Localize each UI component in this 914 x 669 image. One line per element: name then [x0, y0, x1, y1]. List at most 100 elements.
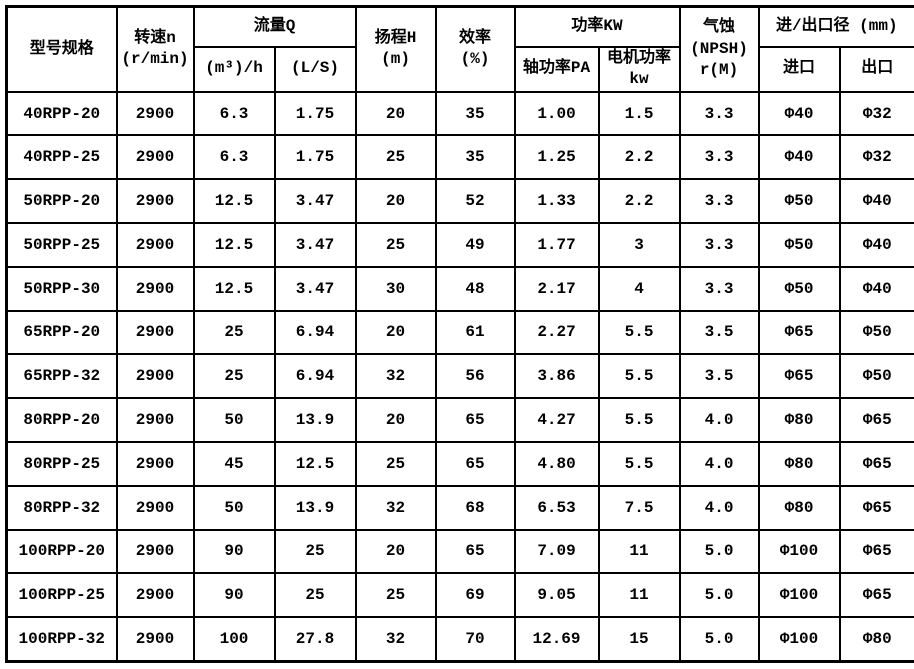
table-row: 40RPP-25 2900 6.3 1.75 25 35 1.25 2.2 3.3 Φ40 Φ32 [5, 134, 914, 181]
table-cell: 20 [354, 309, 437, 356]
table-cell: 1.77 [513, 222, 600, 268]
table-cell: Φ65 [838, 572, 914, 619]
table-cell: 3 [597, 222, 681, 268]
table-cell: 2900 [115, 397, 195, 443]
col-header-speed: 转速n (r/min) [115, 5, 195, 93]
table-cell: Φ65 [757, 353, 841, 400]
pump-spec-table: 型号规格 转速n (r/min) 流量Q 扬程H (m) 效率 (%) 功率KW… [5, 5, 914, 663]
table-cell: 70 [434, 616, 516, 663]
table-cell: 7.5 [597, 484, 681, 531]
table-cell: 13.9 [273, 484, 357, 531]
table-cell: 2900 [115, 265, 195, 312]
table-cell: 3.47 [273, 178, 357, 225]
table-cell: 50RPP-25 [5, 222, 118, 268]
table-cell: 25 [354, 134, 437, 181]
table-cell: Φ65 [838, 528, 914, 575]
table-cell: 12.5 [192, 222, 276, 268]
table-cell: 3.3 [678, 134, 760, 181]
table-cell: 61 [434, 309, 516, 356]
table-cell: 4 [597, 265, 681, 312]
table-header: 型号规格 转速n (r/min) 流量Q 扬程H (m) 效率 (%) 功率KW… [5, 5, 914, 93]
table-cell: 25 [354, 572, 437, 619]
table-cell: 25 [192, 353, 276, 400]
table-cell: 11 [597, 528, 681, 575]
table-row: 80RPP-20 2900 50 13.9 20 65 4.27 5.5 4.0 Φ80 Φ65 [5, 397, 914, 443]
table-cell: 3.5 [678, 353, 760, 400]
table-cell: 12.5 [192, 265, 276, 312]
table-cell: 32 [354, 353, 437, 400]
table-cell: 27.8 [273, 616, 357, 663]
table-cell: 6.3 [192, 90, 276, 137]
table-cell: 13.9 [273, 397, 357, 443]
table-cell: 25 [354, 440, 437, 487]
table-row: 100RPP-32 2900 100 27.8 32 70 12.69 15 5.0 Φ100 Φ8… [5, 616, 914, 663]
table-cell: 2900 [115, 178, 195, 225]
table-cell: 2900 [115, 440, 195, 487]
table-cell: 3.86 [513, 353, 600, 400]
table-cell: 65 [434, 528, 516, 575]
table-cell: 56 [434, 353, 516, 400]
col-header-npsh: 气蚀 (NPSH) r(M) [678, 5, 760, 93]
table-cell: 12.5 [192, 178, 276, 225]
col-header-motor-power: 电机功率 kw [597, 45, 681, 93]
table-cell: Φ32 [838, 134, 914, 181]
table-cell: 5.5 [597, 309, 681, 356]
table-cell: 3.3 [678, 265, 760, 312]
table-cell: 25 [273, 528, 357, 575]
table-cell: 80RPP-25 [5, 440, 118, 487]
table-cell: Φ65 [838, 440, 914, 487]
table-cell: Φ50 [838, 309, 914, 356]
table-cell: 3.5 [678, 309, 760, 356]
col-header-model: 型号规格 [5, 5, 118, 93]
table-cell: 2.17 [513, 265, 600, 312]
table-cell: 2900 [115, 353, 195, 400]
table-cell: 1.00 [513, 90, 600, 137]
table-cell: 2900 [115, 616, 195, 663]
table-cell: 2.2 [597, 134, 681, 181]
col-header-shaft-power: 轴功率PA [513, 45, 600, 93]
table-cell: 1.25 [513, 134, 600, 181]
table-row: 80RPP-32 2900 50 13.9 32 68 6.53 7.5 4.0 Φ80 Φ65 [5, 484, 914, 531]
table-cell: Φ40 [838, 265, 914, 312]
table-cell: Φ40 [757, 90, 841, 137]
table-row: 80RPP-25 2900 45 12.5 25 65 4.80 5.5 4.0 Φ80 Φ65 [5, 440, 914, 487]
table-cell: 80RPP-20 [5, 397, 118, 443]
table-cell: Φ80 [757, 440, 841, 487]
table-cell: 4.0 [678, 397, 760, 443]
table-cell: Φ100 [757, 572, 841, 619]
table-cell: 9.05 [513, 572, 600, 619]
header-row-top: 型号规格 转速n (r/min) 流量Q 扬程H (m) 效率 (%) 功率KW… [5, 5, 914, 93]
table-cell: 65RPP-20 [5, 309, 118, 356]
table-row: 50RPP-20 2900 12.5 3.47 20 52 1.33 2.2 3.3 Φ50 Φ40 [5, 178, 914, 225]
table-row: 100RPP-25 2900 90 25 25 69 9.05 11 5.0 Φ100 Φ65 [5, 572, 914, 619]
table-cell: 1.33 [513, 178, 600, 225]
col-header-flow-ls: (L/S) [273, 45, 357, 93]
table-cell: 100RPP-20 [5, 528, 118, 575]
table-cell: 32 [354, 616, 437, 663]
table-body: 40RPP-20 2900 6.3 1.75 20 35 1.00 1.5 3.3 Φ40 Φ32 4… [5, 90, 914, 663]
table-cell: 49 [434, 222, 516, 268]
table-cell: 65 [434, 440, 516, 487]
table-cell: Φ80 [838, 616, 914, 663]
table-cell: 3.47 [273, 222, 357, 268]
table-cell: 4.0 [678, 440, 760, 487]
table-cell: 50RPP-30 [5, 265, 118, 312]
table-cell: 52 [434, 178, 516, 225]
table-cell: 65RPP-32 [5, 353, 118, 400]
table-cell: 69 [434, 572, 516, 619]
table-cell: Φ40 [757, 134, 841, 181]
table-cell: Φ50 [757, 265, 841, 312]
table-cell: 20 [354, 90, 437, 137]
table-cell: 40RPP-20 [5, 90, 118, 137]
table-cell: 45 [192, 440, 276, 487]
table-row: 50RPP-25 2900 12.5 3.47 25 49 1.77 3 3.3 Φ50 Φ40 [5, 222, 914, 268]
table-cell: 80RPP-32 [5, 484, 118, 531]
table-row: 65RPP-32 2900 25 6.94 32 56 3.86 5.5 3.5 Φ65 Φ50 [5, 353, 914, 400]
table-cell: Φ50 [757, 222, 841, 268]
table-cell: 12.69 [513, 616, 600, 663]
table-cell: 5.0 [678, 616, 760, 663]
table-cell: 7.09 [513, 528, 600, 575]
table-cell: 4.0 [678, 484, 760, 531]
table-cell: 100RPP-32 [5, 616, 118, 663]
table-cell: Φ65 [838, 397, 914, 443]
